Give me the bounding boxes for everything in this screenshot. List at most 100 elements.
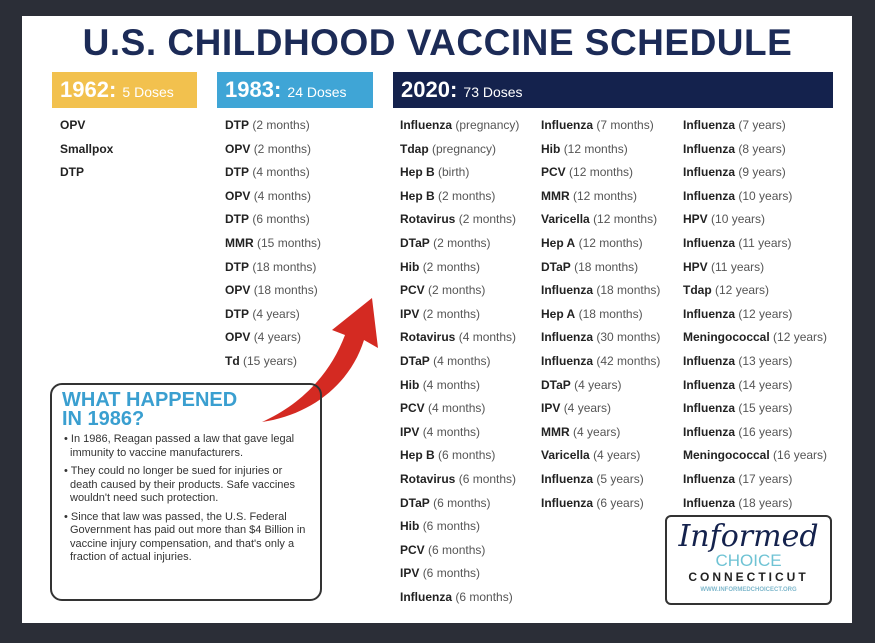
column-1962: OPV Smallpox DTP xyxy=(60,116,113,187)
vaccine-name: OPV xyxy=(225,330,251,345)
vaccine-age: (6 months) xyxy=(438,448,496,463)
vaccine-age: (4 years) xyxy=(253,330,302,345)
vaccine-name: DTaP xyxy=(400,235,430,250)
vaccine-age: (18 years) xyxy=(738,495,793,510)
vaccine-age: (4 months) xyxy=(433,353,491,368)
vaccine-row: Smallpox xyxy=(60,140,113,164)
vaccine-name: Hib xyxy=(400,259,420,274)
infographic-card xyxy=(22,16,852,623)
vaccine-name: OPV xyxy=(225,141,251,156)
vaccine-name: PCV xyxy=(541,165,566,180)
vaccine-name: Hib xyxy=(400,519,420,534)
vaccine-name: DTP xyxy=(225,118,249,132)
vaccine-row: PCV (4 months) xyxy=(400,399,519,423)
vaccine-name: OPV xyxy=(225,188,251,203)
vaccine-name: DTP xyxy=(225,306,249,321)
vaccine-row: Influenza (18 years) xyxy=(683,494,827,518)
vaccine-name: HPV xyxy=(683,259,708,274)
vaccine-row: Influenza (7 months) xyxy=(541,116,660,140)
header-doses: 73 Doses xyxy=(463,84,523,100)
vaccine-row: Hep B (2 months) xyxy=(400,187,519,211)
vaccine-name: DTaP xyxy=(541,259,571,274)
vaccine-row: Tdap (pregnancy) xyxy=(400,140,519,164)
vaccine-row: Influenza (8 years) xyxy=(683,140,827,164)
logo-script: Informed xyxy=(678,519,819,554)
header-1962: 1962: 5 Doses xyxy=(52,72,197,108)
column-2020-b: Influenza (7 months) Hib (12 months) PCV (… xyxy=(541,116,660,517)
vaccine-row: DTaP (6 months) xyxy=(400,494,519,518)
vaccine-age: (4 years) xyxy=(593,448,641,463)
vaccine-row: HPV (11 years) xyxy=(683,258,827,282)
vaccine-row: Influenza (12 years) xyxy=(683,305,827,329)
vaccine-row: Influenza (10 years) xyxy=(683,187,827,211)
header-year: 1983: xyxy=(225,77,282,102)
vaccine-age: (4 years) xyxy=(252,306,300,321)
vaccine-age: (4 years) xyxy=(574,377,622,392)
vaccine-age: (12 months) xyxy=(578,235,643,250)
vaccine-row: Influenza (14 years) xyxy=(683,376,827,400)
vaccine-name: Influenza xyxy=(683,424,736,439)
vaccine-row: OPV xyxy=(60,116,113,140)
vaccine-name: Rotavirus xyxy=(400,212,456,227)
vaccine-age: (2 months) xyxy=(433,235,491,250)
vaccine-age: (18 months) xyxy=(574,259,639,274)
vaccine-age: (15 months) xyxy=(257,235,322,250)
vaccine-age: (18 months) xyxy=(578,306,643,321)
vaccine-name: IPV xyxy=(400,424,420,439)
vaccine-name: DTP xyxy=(225,212,249,227)
vaccine-row: Meningococcal (12 years) xyxy=(683,328,827,352)
vaccine-row: DTP (4 years) xyxy=(225,305,321,329)
column-1983: DTP (2 months) OPV (2 months) DTP (4 month… xyxy=(225,116,321,376)
vaccine-age: (4 months) xyxy=(253,188,312,203)
vaccine-row: Influenza (13 years) xyxy=(683,352,827,376)
vaccine-row: OPV (18 months) xyxy=(225,281,321,305)
vaccine-age: (12 years) xyxy=(715,283,770,298)
vaccine-name: Smallpox xyxy=(60,141,114,156)
vaccine-age: (6 years) xyxy=(596,495,644,510)
vaccine-age: (16 years) xyxy=(738,424,793,439)
vaccine-age: (15 years) xyxy=(738,401,793,416)
vaccine-age: (4 months) xyxy=(458,330,517,345)
vaccine-name: Tdap xyxy=(683,283,712,298)
vaccine-name: Influenza xyxy=(541,495,594,510)
vaccine-age: (2 months) xyxy=(422,259,481,274)
vaccine-name: Hib xyxy=(400,377,420,392)
vaccine-row: MMR (12 months) xyxy=(541,187,660,211)
callout-heading-line: IN 1986? xyxy=(62,408,145,430)
vaccine-age: (6 months) xyxy=(458,471,517,486)
vaccine-name: DTP xyxy=(225,259,249,274)
vaccine-name: DTaP xyxy=(541,377,571,392)
vaccine-age: (4 months) xyxy=(252,165,310,180)
vaccine-age: (7 years) xyxy=(738,118,786,132)
vaccine-row: Influenza (6 years) xyxy=(541,494,660,518)
vaccine-name: Influenza xyxy=(541,283,594,298)
vaccine-age: (12 months) xyxy=(563,141,628,156)
vaccine-row: DTP (18 months) xyxy=(225,258,321,282)
vaccine-row: MMR (4 years) xyxy=(541,423,660,447)
vaccine-name: DTP xyxy=(225,165,249,180)
vaccine-age: (13 years) xyxy=(738,353,793,368)
vaccine-row: Td (15 years) xyxy=(225,352,321,376)
vaccine-age: (9 years) xyxy=(738,165,786,180)
vaccine-name: MMR xyxy=(225,235,254,250)
vaccine-name: Influenza xyxy=(541,353,594,368)
vaccine-name: Varicella xyxy=(541,448,590,463)
vaccine-row: DTP (4 months) xyxy=(225,163,321,187)
vaccine-age: (4 years) xyxy=(573,424,621,439)
vaccine-name: Influenza xyxy=(683,306,736,321)
vaccine-name: Hep B xyxy=(400,188,435,203)
vaccine-row: Influenza (18 months) xyxy=(541,281,660,305)
vaccine-row: OPV (4 months) xyxy=(225,187,321,211)
page-title: U.S. CHILDHOOD VACCINE SCHEDULE xyxy=(82,22,793,63)
vaccine-name: Influenza xyxy=(683,471,736,486)
logo-choice: CHOICE xyxy=(715,551,782,570)
callout-bullet: • Since that law was passed, the U.S. Fe… xyxy=(64,510,306,564)
column-2020-c: Influenza (7 years) Influenza (8 years) In… xyxy=(683,116,827,517)
header-doses: 5 Doses xyxy=(122,84,174,100)
vaccine-age: (12 years) xyxy=(738,306,793,321)
vaccine-name: Influenza xyxy=(683,141,736,156)
vaccine-name: IPV xyxy=(541,401,561,416)
vaccine-name: IPV xyxy=(400,566,420,581)
vaccine-name: Influenza xyxy=(683,495,736,510)
